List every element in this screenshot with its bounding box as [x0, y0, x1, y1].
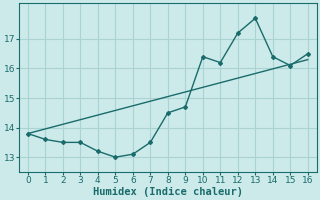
- X-axis label: Humidex (Indice chaleur): Humidex (Indice chaleur): [93, 186, 243, 197]
